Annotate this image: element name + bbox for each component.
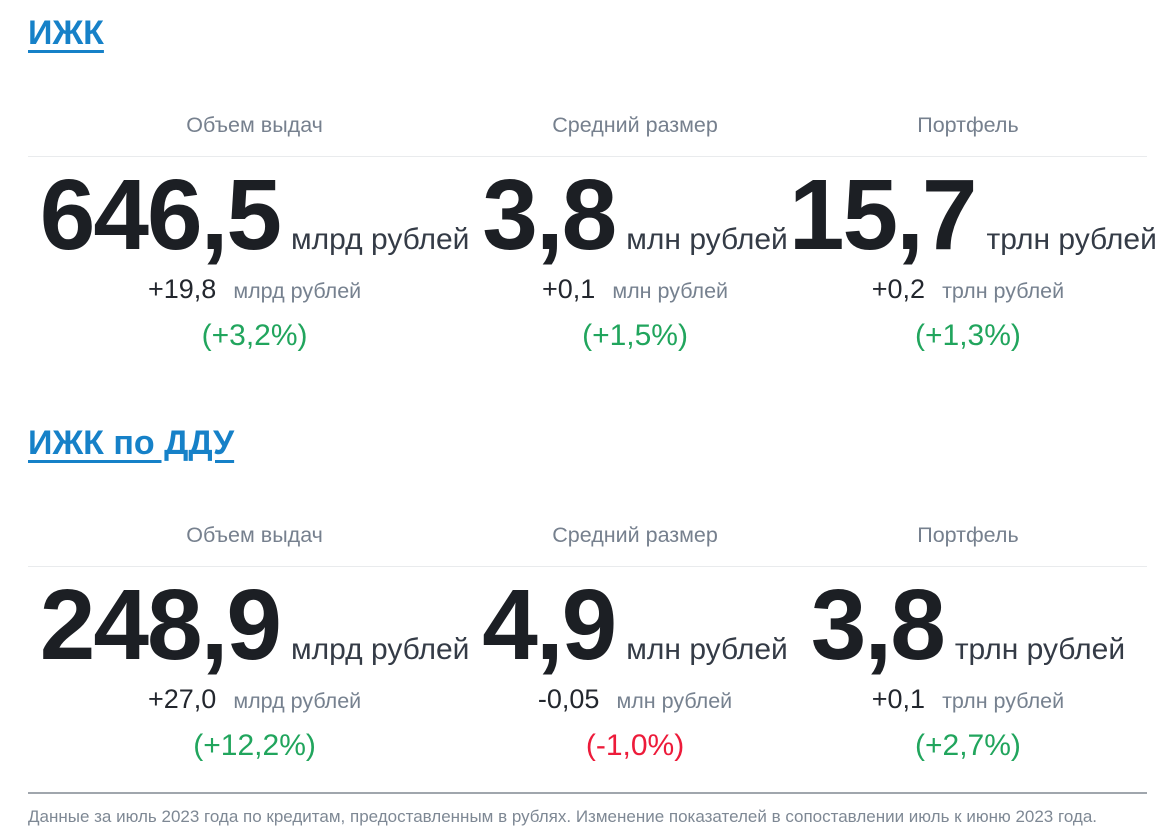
metric-percent-cell: (+1,3%) [789,319,1147,358]
metric-header-avg-size: Средний размер [552,113,718,137]
metric-delta: +27,0 [147,684,217,714]
metric-value-cell: 646,5 млрд рублей [28,157,481,267]
metric-percent-cell: (+1,5%) [481,319,789,358]
metric-header-avg-size: Средний размер [552,523,718,547]
section-izhk: ИЖК Объем выдач Средний размер Портфель … [28,0,1157,358]
metric-delta-unit: млн рублей [616,689,733,713]
metric-value-cell: 4,9 млн рублей [481,567,789,677]
section-izhk-title-link[interactable]: ИЖК [28,14,104,52]
metric-unit: млн рублей [626,223,788,256]
section-izhk-ddu-title: ИЖК по ДДУ [28,421,1147,465]
metric-delta-unit: млн рублей [612,279,729,303]
metric-header-volume: Объем выдач [186,523,323,547]
section-izhk-ddu-title-link[interactable]: ИЖК по ДДУ [28,424,235,462]
metric-percent-change: (+3,2%) [201,319,308,352]
metric-unit: трлн рублей [954,633,1126,666]
metric-delta: +0,2 [871,274,926,304]
metric-header-volume: Объем выдач [186,113,323,137]
metric-delta: +0,1 [542,274,596,304]
metric-percent-change: (+1,3%) [915,319,1021,352]
metric-value-cell: 15,7 трлн рублей [789,157,1157,267]
metric-delta-cell: +27,0 млрд рублей [28,684,481,719]
metric-value: 646,5 [39,159,282,271]
metric-percent-change: (-1,0%) [585,729,685,762]
metric-percent-change: (+12,2%) [193,729,316,762]
metric-percent-change: (+2,7%) [915,729,1021,762]
metric-value-cell: 248,9 млрд рублей [28,567,481,677]
metrics-table-izhk: Объем выдач Средний размер Портфель 646,… [28,111,1157,358]
metric-unit: млн рублей [626,633,788,666]
footer: Данные за июль 2023 года по кредитам, пр… [28,792,1147,827]
metric-delta-cell: +19,8 млрд рублей [28,274,481,309]
metric-value: 4,9 [482,569,617,681]
metric-header-portfolio: Портфель [917,113,1019,137]
metric-percent-cell: (-1,0%) [481,729,789,768]
metric-percent-cell: (+2,7%) [789,729,1147,768]
metric-percent-cell: (+3,2%) [28,319,481,358]
metric-percent-cell: (+12,2%) [28,729,481,768]
metric-delta: +19,8 [147,274,217,304]
metric-delta: +0,1 [871,684,926,714]
metrics-table-izhk-ddu: Объем выдач Средний размер Портфель 248,… [28,521,1147,768]
metric-value: 3,8 [810,569,946,681]
metric-value-cell: 3,8 трлн рублей [789,567,1147,677]
metric-unit: млрд рублей [291,223,470,256]
page-content: ИЖК Объем выдач Средний размер Портфель … [28,0,1157,768]
metric-value-cell: 3,8 млн рублей [481,157,789,267]
metric-delta-unit: млрд рублей [233,689,362,713]
section-izhk-ddu: ИЖК по ДДУ Объем выдач Средний размер По… [28,421,1147,768]
header-divider [28,566,1147,567]
metric-value: 3,8 [482,159,617,271]
metric-delta-unit: трлн рублей [942,279,1065,303]
metric-unit: трлн рублей [986,223,1157,256]
metric-delta: -0,05 [537,684,600,714]
metric-value: 248,9 [39,569,282,681]
metric-delta-unit: трлн рублей [942,689,1065,713]
metric-delta-cell: +0,1 трлн рублей [789,684,1147,719]
metric-delta-cell: -0,05 млн рублей [481,684,789,719]
header-divider [28,156,1147,157]
footer-note: Данные за июль 2023 года по кредитам, пр… [28,807,1097,826]
metric-delta-cell: +0,1 млн рублей [481,274,789,309]
metric-header-portfolio: Портфель [917,523,1019,547]
section-izhk-title: ИЖК [28,0,1147,55]
metric-value: 15,7 [788,159,978,271]
metric-unit: млрд рублей [291,633,470,666]
metric-delta-unit: млрд рублей [233,279,362,303]
metric-delta-cell: +0,2 трлн рублей [789,274,1147,309]
metric-percent-change: (+1,5%) [582,319,688,352]
